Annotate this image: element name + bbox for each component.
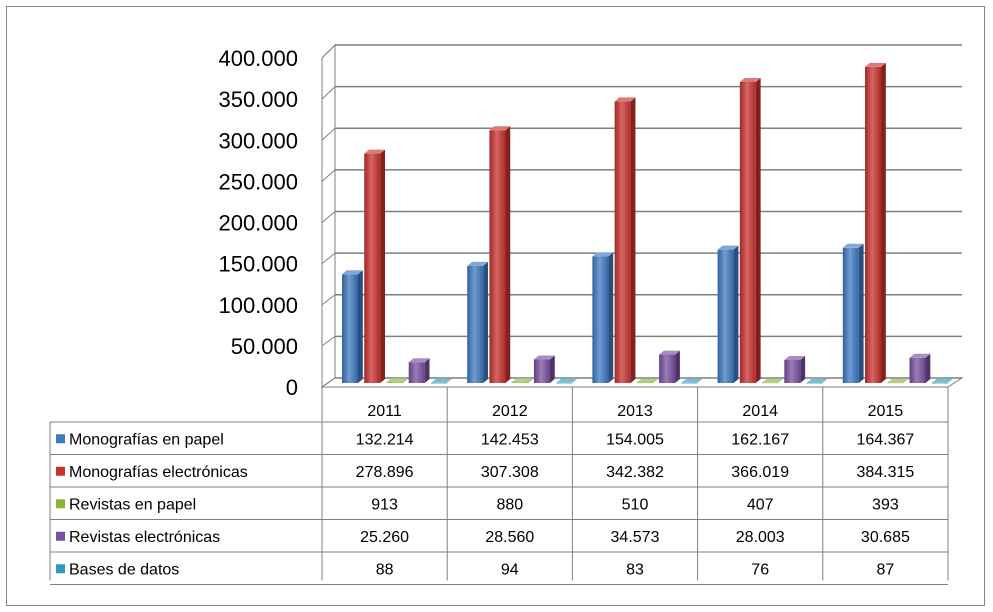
gridline-side [321, 169, 336, 182]
gridline-side [321, 127, 336, 141]
data-table-cell: 393 [872, 496, 899, 513]
y-tick-label: 300.000 [218, 128, 298, 153]
gridline-side [321, 377, 336, 388]
data-table-cell: 142.453 [481, 431, 539, 448]
side-wall [321, 43, 336, 388]
y-tick-label: 150.000 [218, 252, 298, 277]
y-tick-label: 200.000 [218, 211, 298, 236]
bar [342, 270, 363, 383]
bar [717, 245, 739, 383]
x-tick-label: 2013 [617, 403, 653, 420]
bar [556, 378, 577, 384]
data-table-cell: 307.308 [481, 464, 539, 481]
data-table-cell: 25.260 [360, 529, 409, 546]
bar [806, 378, 828, 384]
legend-key [56, 531, 65, 541]
gridline-side [321, 44, 336, 59]
data-table-cell: 880 [496, 496, 523, 513]
data-table-cell: 342.382 [606, 464, 664, 481]
legend-key [56, 564, 65, 574]
x-tick-label: 2012 [492, 403, 528, 420]
bar [762, 378, 783, 384]
data-table-cell: 154.005 [606, 431, 664, 448]
bar [614, 97, 636, 383]
y-tick-label: 250.000 [218, 169, 298, 194]
bar [511, 378, 533, 383]
data-table-cell: 384.315 [856, 464, 914, 481]
legend-key [56, 434, 65, 444]
data-table-cell: 162.167 [731, 431, 789, 448]
data-table-cell: 366.019 [731, 464, 789, 481]
legend-key [56, 466, 65, 476]
data-table-cell: 87 [877, 561, 895, 578]
bar [364, 149, 386, 383]
bar [408, 358, 430, 383]
data-table-cell: 132.214 [356, 431, 414, 448]
bar [931, 378, 953, 384]
data-table-cell: 164.367 [856, 431, 914, 448]
y-axis: 0 50.000 100.000 150.000 200.000 250.000 300.0… [218, 46, 298, 400]
bar [739, 77, 761, 383]
bar [592, 252, 614, 383]
bar [430, 378, 452, 384]
gridline-side [321, 335, 336, 347]
data-table-cell: 278.896 [356, 464, 414, 481]
data-table: 2011 2012 2013 2014 2015 Monografías en papel… [49, 387, 949, 585]
data-table-cell: 913 [371, 496, 398, 513]
bar [489, 126, 511, 383]
x-tick-label: 2014 [742, 403, 778, 420]
bars [342, 62, 953, 384]
bar [784, 355, 806, 383]
bar [467, 261, 488, 383]
data-table-cell: 34.573 [611, 529, 660, 546]
legend-label: Revistas electrónicas [69, 529, 220, 546]
y-tick-label: 0 [286, 375, 298, 400]
bar [681, 378, 703, 384]
gridline-side [321, 86, 336, 100]
y-tick-label: 350.000 [218, 87, 298, 112]
data-table-cell: 76 [751, 561, 769, 578]
legend-label: Bases de datos [69, 561, 179, 578]
bar [386, 378, 408, 383]
bar [887, 378, 909, 384]
bar [842, 243, 864, 383]
bar [659, 350, 680, 383]
gridline-side [321, 211, 336, 223]
y-tick-label: 100.000 [218, 293, 298, 318]
x-tick-label: 2011 [367, 403, 402, 420]
x-tick-label: 2015 [868, 403, 904, 420]
legend-label: Monografías electrónicas [69, 464, 248, 481]
y-tick-label: 50.000 [231, 334, 298, 359]
data-table-cell: 407 [747, 496, 774, 513]
y-tick-label: 400.000 [218, 46, 298, 71]
data-table-cell: 94 [501, 561, 519, 578]
data-table-cell: 510 [622, 496, 649, 513]
gridline-side [321, 252, 336, 265]
data-table-cell: 28.560 [485, 529, 534, 546]
legend-key [56, 499, 65, 509]
data-table-cell: 88 [376, 561, 394, 578]
data-table-cell: 83 [626, 561, 644, 578]
legend-label: Revistas en papel [69, 496, 196, 513]
bar [636, 378, 658, 384]
gridline-side [321, 294, 336, 306]
data-table-cell: 28.003 [736, 529, 785, 546]
data-table-cell: 30.685 [861, 529, 910, 546]
legend-label: Monografías en papel [69, 431, 224, 448]
bar [909, 353, 931, 383]
bar [533, 355, 555, 383]
bar [865, 62, 886, 384]
